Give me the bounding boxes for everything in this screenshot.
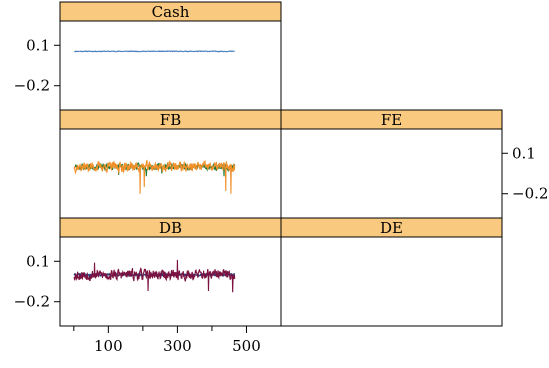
panel-de: DE — [73, 217, 503, 327]
panel-strip-label: FE — [381, 111, 402, 129]
axes-layer: 0.1 −0.2 0.1 −0.2 0.1 −0.2 100 300 500 — [14, 36, 549, 355]
y-tick-label: 0.1 — [26, 36, 50, 54]
panel-strip-label: DE — [380, 219, 403, 237]
panel-cash: Cash — [59, 1, 282, 111]
x-tick-label: 300 — [163, 337, 192, 355]
panel-frame — [59, 128, 282, 219]
panel-frame — [280, 236, 503, 327]
panel-strip-label: DB — [159, 219, 182, 237]
y-tick-label: 0.1 — [26, 252, 50, 270]
panel-strip — [280, 217, 503, 238]
series-line-de — [73, 259, 236, 293]
panel-frame — [59, 20, 282, 111]
x-tick-label: 500 — [232, 337, 261, 355]
panel-strip-label: FB — [160, 111, 181, 129]
y-tick-label: 0.1 — [512, 144, 536, 162]
series-line-fe — [73, 159, 236, 194]
y-tick-label: −0.2 — [512, 185, 548, 203]
panel-frame — [280, 128, 503, 219]
panel-frame — [59, 236, 282, 327]
panel-db: DB — [59, 217, 282, 327]
panel-strip-label: Cash — [152, 3, 190, 21]
panels-layer: Cash FB FE DB DE — [59, 1, 503, 327]
y-tick-label: −0.2 — [14, 77, 50, 95]
panel-strip — [59, 1, 282, 22]
series-line-cash — [74, 50, 235, 53]
panel-strip — [280, 109, 503, 130]
panel-fe: FE — [73, 109, 503, 219]
x-tick-label: 100 — [94, 337, 123, 355]
y-tick-label: −0.2 — [14, 293, 50, 311]
